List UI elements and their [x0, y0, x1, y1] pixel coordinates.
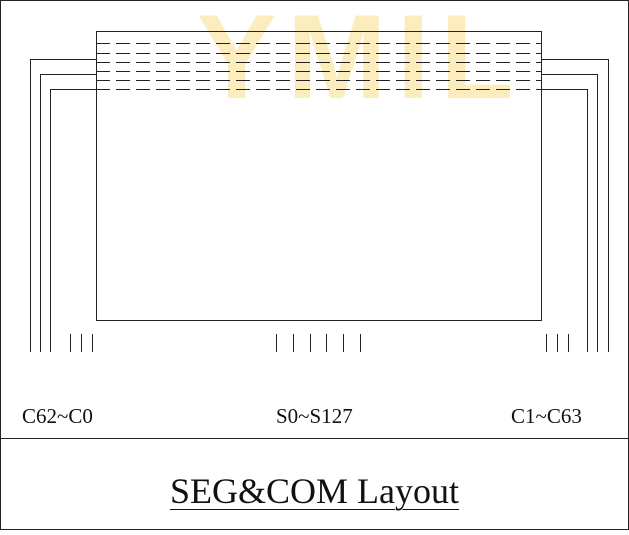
seg-label: S0~S127 [276, 404, 353, 428]
right-com-traces [541, 59, 609, 352]
right-com-trace [541, 74, 598, 352]
right-com-label: C1~C63 [511, 404, 582, 428]
right-com-trace [541, 89, 588, 352]
left-com-trace [30, 59, 96, 352]
display-panel [96, 31, 542, 321]
left-com-traces [30, 59, 96, 352]
left-com-trace [40, 74, 96, 352]
left-com-label: C62~C0 [22, 404, 93, 428]
diagram-title-text: SEG&COM Layout [169, 471, 459, 511]
left-com-trace [50, 89, 96, 352]
right-com-trace [541, 59, 609, 352]
pin-ticks [70, 334, 569, 352]
com-row-lines [96, 43, 541, 90]
diagram-title: SEG&COM Layout [0, 470, 629, 512]
